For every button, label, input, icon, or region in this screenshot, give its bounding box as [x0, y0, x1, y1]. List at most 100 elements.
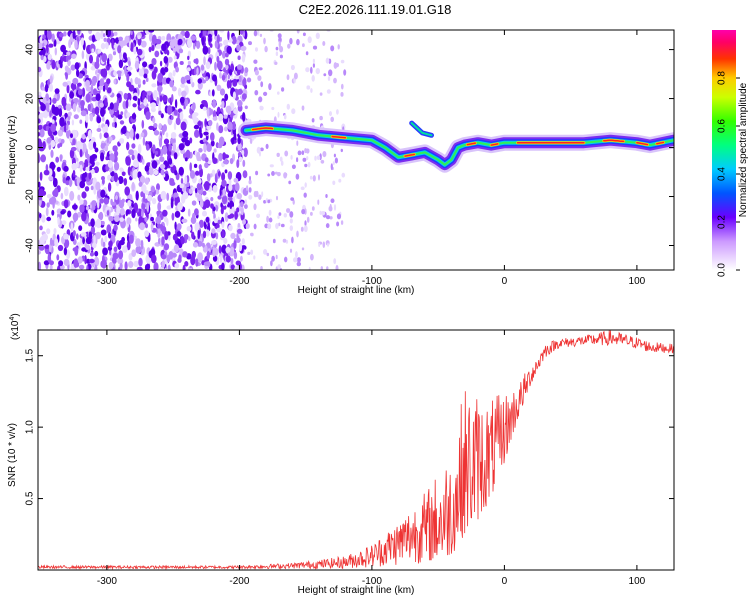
noise-mark — [92, 242, 97, 249]
noise-mark — [74, 246, 79, 256]
noise-mark — [48, 168, 53, 177]
noise-mark — [147, 94, 151, 103]
noise-mark — [151, 197, 157, 205]
noise-mark — [319, 115, 323, 121]
x-tick-label: -300 — [97, 576, 117, 587]
signal-peak — [404, 153, 416, 157]
noise-mark — [159, 156, 165, 163]
noise-mark — [277, 111, 280, 118]
noise-mark — [145, 143, 150, 151]
noise-mark — [207, 159, 212, 165]
noise-mark — [196, 40, 201, 49]
noise-mark — [238, 156, 243, 162]
noise-mark — [237, 142, 242, 151]
noise-mark — [147, 195, 153, 202]
noise-mark — [317, 199, 320, 205]
noise-mark — [68, 39, 72, 49]
noise-mark — [259, 33, 263, 38]
noise-mark — [119, 208, 125, 216]
noise-mark — [325, 194, 328, 198]
noise-mark — [42, 97, 47, 104]
noise-mark — [84, 159, 88, 167]
noise-mark — [271, 106, 275, 111]
noise-mark — [204, 199, 211, 208]
noise-mark — [310, 211, 313, 216]
noise-mark — [88, 258, 95, 264]
noise-mark — [269, 164, 274, 168]
noise-mark — [210, 132, 215, 142]
noise-mark — [49, 83, 53, 92]
noise-mark — [227, 196, 233, 201]
noise-mark — [184, 175, 188, 185]
noise-mark — [291, 236, 294, 244]
noise-mark — [87, 129, 92, 140]
noise-mark — [158, 87, 162, 97]
snr-x-label: Height of straight line (km) — [298, 585, 415, 596]
noise-mark — [271, 255, 275, 262]
noise-mark — [94, 61, 100, 69]
noise-mark — [165, 132, 169, 138]
noise-mark — [95, 99, 99, 109]
noise-mark — [155, 216, 162, 225]
noise-mark — [148, 46, 152, 53]
noise-mark — [171, 86, 177, 92]
noise-mark — [264, 45, 268, 53]
noise-mark — [70, 146, 77, 152]
noise-mark — [219, 36, 222, 42]
noise-mark — [229, 213, 235, 219]
noise-mark — [79, 180, 86, 189]
noise-mark — [40, 54, 44, 61]
noise-mark — [144, 177, 150, 185]
noise-mark — [208, 186, 212, 192]
noise-mark — [132, 103, 137, 108]
noise-mark — [277, 91, 280, 95]
noise-mark — [182, 264, 186, 270]
noise-mark — [155, 189, 160, 195]
noise-mark — [106, 224, 112, 234]
noise-mark — [221, 244, 228, 255]
noise-mark — [38, 51, 44, 56]
noise-mark — [253, 255, 256, 260]
noise-mark — [63, 31, 67, 37]
noise-mark — [203, 56, 206, 66]
noise-mark — [211, 228, 216, 234]
noise-mark — [223, 237, 228, 244]
noise-mark — [333, 204, 337, 211]
noise-mark — [113, 246, 118, 253]
noise-mark — [176, 223, 182, 231]
noise-mark — [61, 220, 67, 226]
noise-mark — [76, 233, 79, 240]
noise-mark — [72, 30, 76, 39]
noise-mark — [148, 30, 155, 33]
noise-mark — [56, 254, 60, 261]
noise-mark — [305, 148, 310, 154]
noise-mark — [111, 122, 115, 128]
noise-mark — [194, 222, 200, 233]
noise-mark — [122, 245, 128, 253]
noise-mark — [305, 67, 310, 73]
noise-mark — [201, 100, 208, 105]
noise-mark — [137, 78, 141, 85]
noise-mark — [51, 209, 55, 216]
noise-mark — [150, 185, 156, 193]
noise-mark — [107, 160, 113, 169]
noise-mark — [302, 43, 305, 48]
noise-mark — [272, 238, 276, 244]
noise-mark — [85, 86, 92, 92]
noise-mark — [237, 223, 241, 228]
noise-mark — [227, 74, 230, 80]
noise-mark — [278, 40, 281, 48]
noise-mark — [38, 124, 43, 131]
noise-mark — [293, 257, 298, 263]
noise-mark — [178, 143, 185, 151]
noise-mark — [85, 237, 92, 245]
noise-mark — [129, 129, 134, 139]
noise-mark — [135, 217, 138, 222]
noise-mark — [174, 263, 180, 269]
noise-mark — [42, 233, 48, 241]
snr-frame — [37, 329, 675, 571]
noise-mark — [234, 182, 240, 192]
noise-mark — [177, 38, 183, 46]
noise-mark — [225, 255, 231, 263]
noise-mark — [259, 105, 264, 111]
